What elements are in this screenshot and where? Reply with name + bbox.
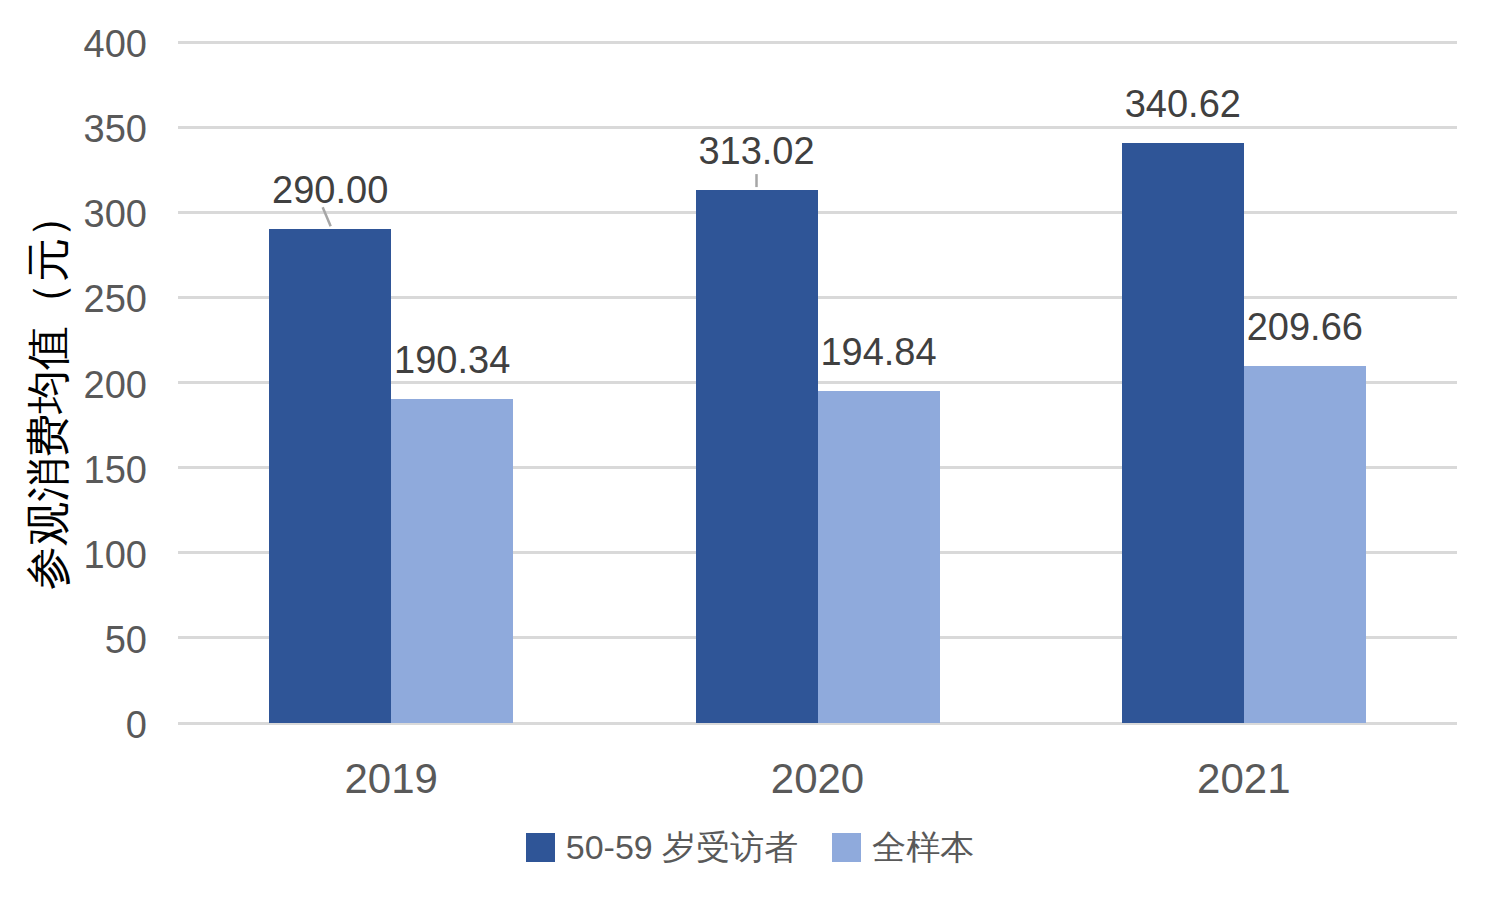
y-axis-tick-label: 400 bbox=[0, 25, 147, 63]
bar bbox=[1244, 366, 1366, 723]
y-axis-tick-label: 350 bbox=[0, 110, 147, 148]
bar bbox=[696, 190, 818, 723]
legend-item: 全样本 bbox=[832, 826, 974, 868]
x-axis-label: 2019 bbox=[344, 758, 437, 800]
legend-color-swatch bbox=[832, 833, 861, 862]
x-axis-label: 2020 bbox=[771, 758, 864, 800]
bar-value-label: 194.84 bbox=[820, 331, 936, 373]
bar bbox=[269, 229, 391, 723]
y-axis-tick-label: 300 bbox=[0, 195, 147, 233]
bar-value-label: 209.66 bbox=[1247, 306, 1363, 348]
x-axis-label: 2021 bbox=[1197, 758, 1290, 800]
gridline bbox=[178, 126, 1457, 129]
bar-chart: 参观消费均值（元） 290.00313.02340.62190.34194.84… bbox=[0, 0, 1500, 900]
bar bbox=[391, 399, 513, 723]
y-axis-tick-label: 250 bbox=[0, 280, 147, 318]
legend-label: 全样本 bbox=[872, 826, 974, 868]
legend: 50-59 岁受访者 全样本 bbox=[0, 826, 1500, 868]
legend-label: 50-59 岁受访者 bbox=[566, 826, 798, 868]
legend-color-swatch bbox=[526, 833, 555, 862]
y-axis-tick-label: 150 bbox=[0, 451, 147, 489]
legend-item: 50-59 岁受访者 bbox=[526, 826, 798, 868]
bar-value-label: 313.02 bbox=[698, 130, 814, 172]
plot-area: 290.00 313.02 340.62 190.34 194.84 209.66 bbox=[178, 42, 1457, 723]
bar-value-label: 290.00 bbox=[272, 169, 388, 211]
bar-value-label: 340.62 bbox=[1125, 83, 1241, 125]
bar bbox=[1122, 143, 1244, 723]
bar-value-label: 190.34 bbox=[394, 339, 510, 381]
y-axis-tick-label: 200 bbox=[0, 366, 147, 404]
y-axis-tick-label: 100 bbox=[0, 536, 147, 574]
bar bbox=[818, 391, 940, 723]
gridline bbox=[178, 41, 1457, 44]
y-axis-tick-label: 50 bbox=[0, 621, 147, 659]
y-axis-tick-label: 0 bbox=[0, 706, 147, 744]
